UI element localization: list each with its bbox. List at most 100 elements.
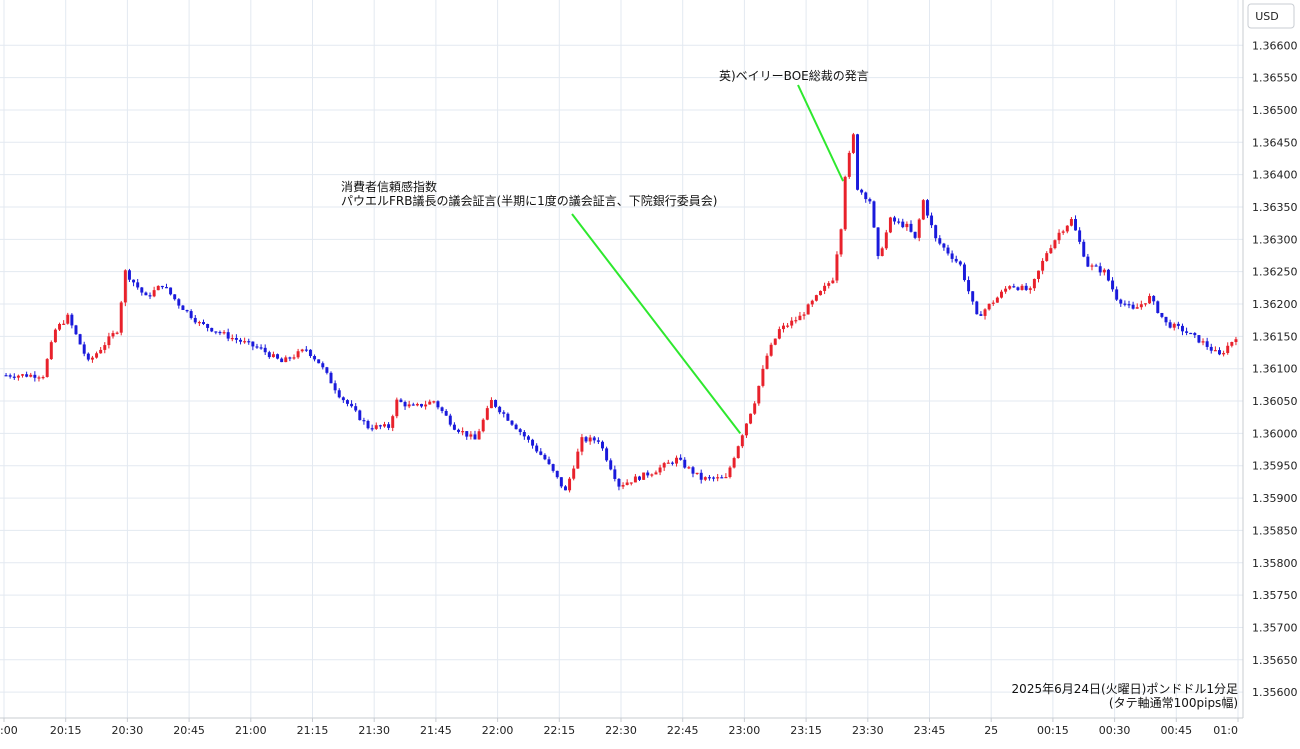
candle-body	[452, 424, 456, 430]
candle	[267, 350, 271, 359]
candle-body	[979, 314, 983, 316]
candle-body	[95, 353, 99, 358]
candle	[119, 300, 123, 336]
candle	[1069, 217, 1073, 227]
price-tick-label: 1.36050	[1252, 395, 1298, 408]
candle	[461, 427, 465, 436]
candle-body	[670, 462, 674, 464]
candle-body	[925, 200, 929, 216]
candle-body	[744, 423, 748, 436]
candle-body	[526, 436, 530, 440]
candle	[576, 448, 580, 469]
candle-body	[156, 285, 160, 291]
candle-body	[646, 472, 650, 476]
candle	[127, 268, 131, 282]
candle-body	[473, 434, 477, 440]
candle-body	[522, 432, 526, 437]
candle	[1094, 263, 1098, 267]
candle-body	[954, 258, 958, 262]
candle-body	[457, 429, 461, 432]
candle-body	[934, 225, 938, 239]
candle	[329, 371, 333, 384]
candle	[214, 331, 218, 335]
price-tick-label: 1.35900	[1252, 492, 1298, 505]
time-tick-label: 23:30	[852, 724, 884, 737]
time-tick-label: 22:30	[605, 724, 637, 737]
candle-body	[695, 472, 699, 475]
candle-body	[831, 280, 835, 284]
candle	[53, 328, 57, 343]
candle-body	[576, 451, 580, 469]
candle	[1180, 323, 1184, 336]
candle	[276, 353, 280, 360]
candle-body	[555, 470, 559, 478]
candle	[761, 365, 765, 388]
candle	[658, 464, 662, 476]
candle	[222, 330, 226, 335]
candle-body	[62, 323, 66, 325]
candle	[703, 476, 707, 482]
candle	[173, 294, 177, 301]
candle	[897, 218, 901, 225]
candle	[1152, 295, 1156, 305]
candle-body	[810, 300, 814, 305]
candle-body	[1090, 265, 1094, 267]
candle-body	[1218, 350, 1221, 355]
candle-body	[769, 344, 773, 356]
candle	[769, 342, 773, 357]
candle-body	[177, 299, 181, 306]
candle	[860, 188, 864, 195]
candle	[424, 400, 428, 410]
candle	[777, 326, 781, 340]
candle	[292, 354, 296, 360]
candle	[942, 242, 946, 251]
candle	[494, 399, 498, 409]
candle	[831, 277, 835, 284]
candle-body	[884, 232, 888, 249]
candle	[938, 235, 942, 246]
event-annotation: 英)ベイリーBOE総裁の発言	[719, 69, 869, 182]
candle	[1135, 303, 1139, 309]
candle-body	[498, 406, 502, 413]
candle	[601, 440, 604, 451]
candle-body	[1119, 299, 1123, 304]
time-tick-label: 21:30	[358, 724, 390, 737]
candle	[321, 361, 325, 370]
candle	[1008, 285, 1012, 291]
candle-body	[609, 460, 613, 470]
candle-body	[794, 320, 798, 322]
candle-body	[1172, 323, 1176, 328]
candle-body	[1197, 335, 1201, 343]
candle	[395, 397, 399, 419]
candle	[502, 410, 506, 418]
currency-badge-label: USD	[1255, 10, 1279, 23]
candle	[33, 371, 37, 382]
candle	[1065, 225, 1069, 234]
candle	[140, 286, 144, 296]
candle-body	[107, 336, 111, 346]
candle	[1139, 300, 1143, 310]
candle	[995, 296, 999, 303]
candle-body	[33, 374, 37, 378]
candle-body	[679, 457, 683, 460]
candle-body	[724, 476, 728, 479]
candle-body	[103, 345, 107, 350]
candle	[1082, 239, 1086, 258]
candle-body	[753, 403, 757, 414]
candle	[341, 396, 345, 403]
candle	[872, 200, 876, 229]
candle-body	[21, 374, 24, 376]
candle-body	[78, 334, 82, 345]
candle-body	[601, 441, 604, 449]
candle	[642, 472, 646, 480]
candle	[1057, 229, 1061, 244]
annotation-pointer-line	[571, 213, 742, 434]
candle	[144, 291, 148, 296]
price-tick-label: 1.35650	[1252, 654, 1298, 667]
candle-body	[1209, 346, 1213, 351]
candle-body	[642, 472, 646, 480]
candle-body	[625, 482, 629, 486]
candle	[740, 434, 744, 449]
candle	[526, 435, 530, 443]
candle-body	[181, 305, 185, 311]
